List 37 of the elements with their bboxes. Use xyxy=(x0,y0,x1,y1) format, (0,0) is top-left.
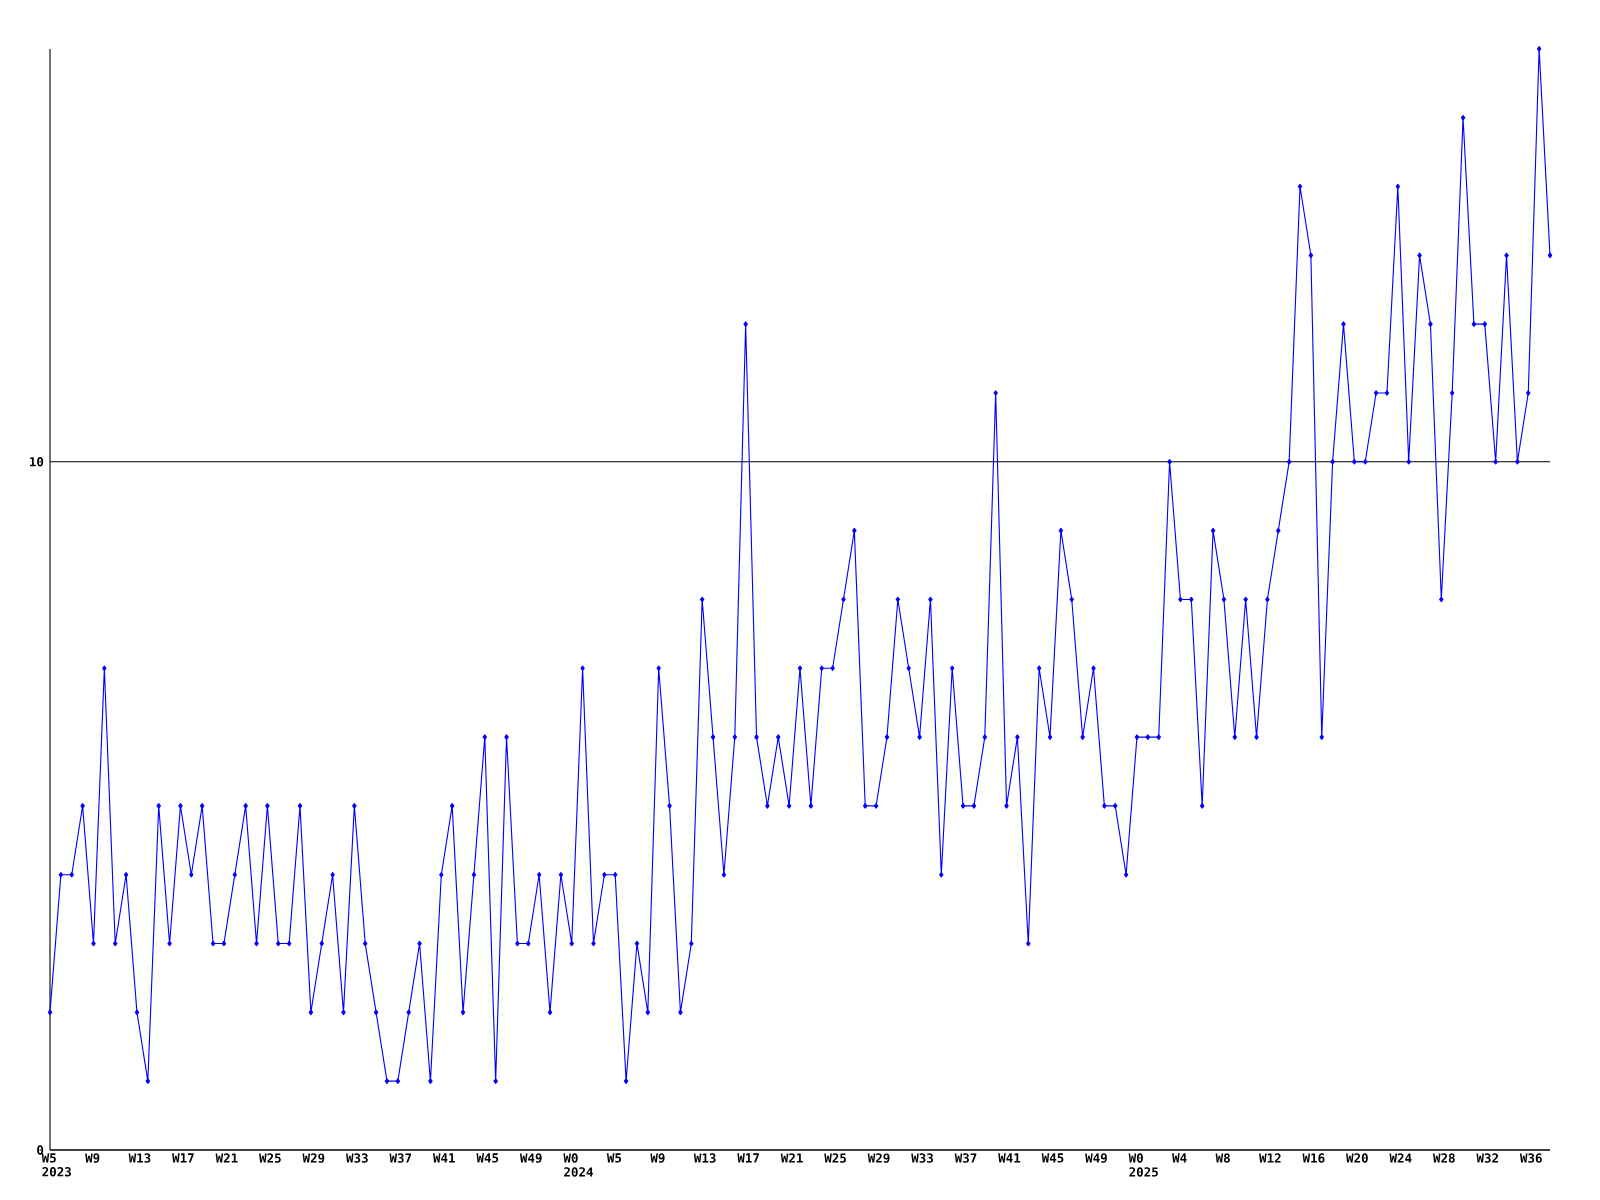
x-tick-label: W5 xyxy=(606,1153,622,1163)
x-tick-label: W20 xyxy=(1346,1153,1368,1163)
x-tick-label: W9 xyxy=(650,1153,665,1163)
x-tick-label: W24 xyxy=(1389,1153,1412,1163)
x-tick-label: W16 xyxy=(1302,1153,1325,1163)
x-tick-label: W13 xyxy=(693,1153,716,1163)
x-tick-label: W5 2023 xyxy=(41,1153,71,1177)
x-tick-label: W41 xyxy=(998,1153,1021,1163)
x-tick-label: W25 xyxy=(259,1153,281,1163)
x-tick-label: W37 xyxy=(389,1153,412,1163)
x-tick-label: W4 xyxy=(1172,1153,1187,1163)
x-tick-label: W32 xyxy=(1476,1153,1498,1163)
x-tick-label: W9 xyxy=(85,1153,100,1163)
y-tick-label: 10 xyxy=(29,457,44,467)
x-tick-label: W12 xyxy=(1259,1153,1281,1163)
x-tick-label: W17 xyxy=(737,1153,759,1163)
x-tick-label: W21 xyxy=(780,1153,803,1163)
x-tick-label: W37 xyxy=(954,1153,977,1163)
x-tick-label: W13 xyxy=(128,1153,151,1163)
x-tick-label: W45 xyxy=(1041,1153,1064,1163)
x-tick-label: W0 2025 xyxy=(1128,1153,1158,1177)
x-tick-label: W21 xyxy=(215,1153,238,1163)
x-tick-label: W0 2024 xyxy=(563,1153,593,1177)
x-tick-label: W45 xyxy=(476,1153,499,1163)
y-tick-label: 0 xyxy=(37,1145,44,1155)
x-tick-label: W36 xyxy=(1519,1153,1542,1163)
x-tick-label: W28 xyxy=(1432,1153,1455,1163)
x-tick-label: W41 xyxy=(432,1153,455,1163)
x-tick-label: W49 xyxy=(519,1153,542,1163)
x-tick-label: W29 xyxy=(867,1153,890,1163)
x-tick-label: W17 xyxy=(172,1153,194,1163)
x-tick-label: W8 xyxy=(1215,1153,1230,1163)
x-tick-label: W33 xyxy=(911,1153,933,1163)
x-tick-label: W25 xyxy=(824,1153,846,1163)
x-tick-label: W49 xyxy=(1085,1153,1107,1163)
x-tick-label: W33 xyxy=(346,1153,368,1163)
x-tick-label: W29 xyxy=(302,1153,325,1163)
